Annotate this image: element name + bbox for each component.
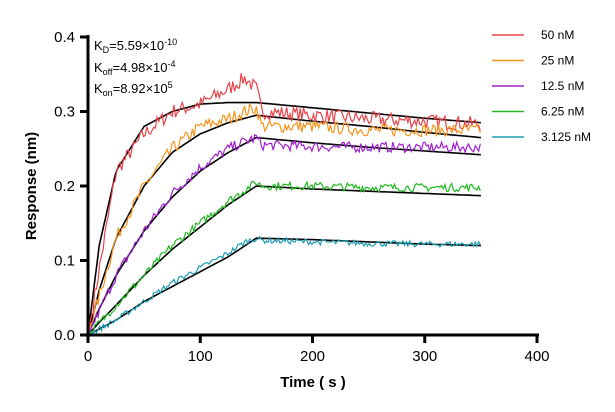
fit-curve-2 <box>87 136 481 336</box>
legend-label: 3.125 nM <box>541 130 591 144</box>
fit-curve-3 <box>87 185 481 336</box>
y-tick-label: 0.1 <box>54 253 75 270</box>
y-axis-title: Response (nm) <box>23 132 40 240</box>
series-line-25-nM <box>87 102 481 336</box>
y-tick-label: 0.4 <box>54 29 75 46</box>
x-tick-label: 100 <box>188 348 213 365</box>
legend-label: 12.5 nM <box>541 79 584 93</box>
series-line-6.25-nM <box>87 180 481 336</box>
x-tick-label: 400 <box>524 348 549 365</box>
kon-annotation: Kon=8.92×105 <box>94 80 173 98</box>
legend-label: 50 nM <box>541 28 574 42</box>
kinetics-annotation: KD=5.59×10-10 Koff=4.98×10-4 Kon=8.92×10… <box>94 37 177 98</box>
x-tick-label: 200 <box>300 348 325 365</box>
series-line-12.5-nM <box>87 134 481 336</box>
legend-label: 6.25 nM <box>541 105 584 119</box>
series-line-3.125-nM <box>87 235 481 336</box>
x-axis-title: Time ( s ) <box>280 374 346 391</box>
fit-curve-0 <box>87 101 481 336</box>
y-tick-label: 0.3 <box>54 104 75 121</box>
legend: 50 nM 25 nM 12.5 nM 6.25 nM 3.125 nM <box>492 28 591 144</box>
fit-curve-4 <box>87 237 481 336</box>
x-tick-label: 300 <box>412 348 437 365</box>
x-tick-label: 0 <box>84 348 92 365</box>
y-tick-label: 0.0 <box>54 327 75 344</box>
fit-curves <box>87 101 481 336</box>
koff-annotation: Koff=4.98×10-4 <box>94 59 175 77</box>
kd-annotation: KD=5.59×10-10 <box>94 37 177 55</box>
axes: 0 100 200 300 400 0.0 0.1 0.2 0.3 0.4 <box>54 29 549 365</box>
series-line-50-nM <box>87 73 481 336</box>
data-series <box>87 73 481 336</box>
legend-label: 25 nM <box>541 54 574 68</box>
y-tick-label: 0.2 <box>54 178 75 195</box>
